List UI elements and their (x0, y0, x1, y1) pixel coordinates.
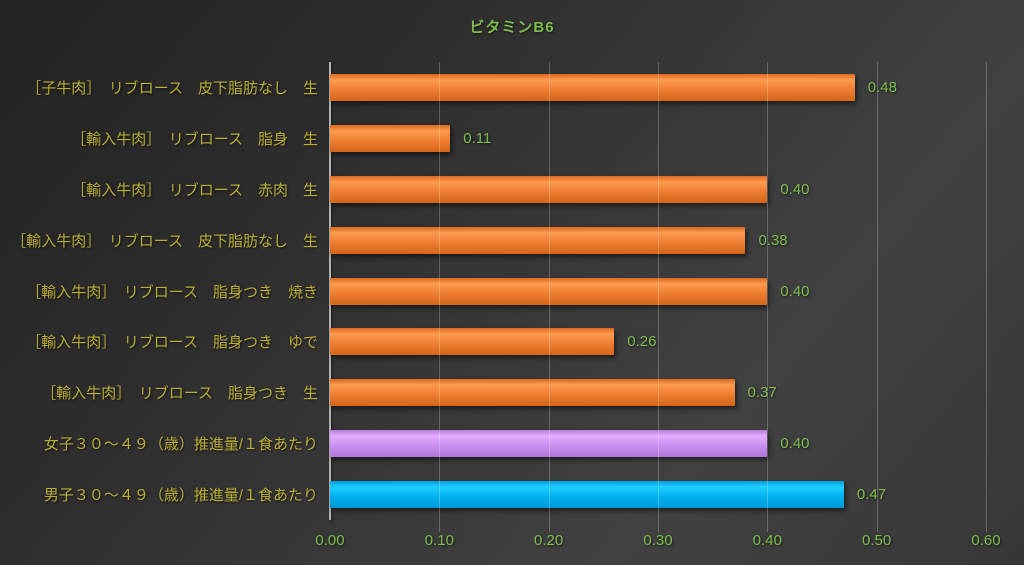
bar-value-label: 0.48 (867, 78, 897, 96)
bar-row: 0.37 (330, 367, 1010, 418)
category-label: 男子３０～４９（歳）推進量/１食あたり (43, 487, 318, 505)
category-label: ［輸入牛肉］ リブロース 脂身つき 焼き (26, 283, 318, 301)
bar-series: 0.48 0.11 0.40 0.38 0.40 0.26 0.37 0.40 0.47 (330, 62, 1010, 520)
category-label: 女子３０～４９（歳）推進量/１食あたり (43, 436, 318, 454)
x-tick-label: 0.20 (534, 532, 564, 549)
bar-row: 0.40 (330, 266, 1010, 317)
category-label: ［輸入牛肉］ リブロース 皮下脂肪なし 生 (11, 232, 318, 250)
gridline (658, 62, 659, 532)
bar-row: 0.38 (330, 215, 1010, 266)
gridline (439, 62, 441, 532)
bar-row: 0.48 (330, 62, 1010, 113)
gridline (767, 62, 769, 532)
x-axis-tick-labels: 0.00 0.10 0.20 0.30 0.40 0.50 0.60 (0, 532, 1024, 554)
gridline (548, 62, 550, 532)
plot-area: 0.48 0.11 0.40 0.38 0.40 0.26 0.37 0.40 0.47 (329, 62, 1010, 532)
bar-value-label: 0.38 (758, 231, 788, 249)
x-tick-label: 0.60 (971, 532, 1001, 549)
y-axis-category-labels: ［子牛肉］ リブロース 皮下脂肪なし 生 ［輸入牛肉］ リブロース 脂身 生 ［輸入… (0, 62, 318, 520)
x-tick-label: 0.50 (862, 532, 892, 549)
category-label: ［子牛肉］ リブロース 皮下脂肪なし 生 (26, 79, 318, 97)
bar-value-label: 0.37 (747, 384, 777, 402)
bar (330, 73, 855, 101)
x-tick-label: 0.30 (643, 532, 673, 549)
bar-row: 0.40 (330, 418, 1010, 469)
gridline (876, 62, 878, 532)
category-label: ［輸入牛肉］ リブロース 脂身つき ゆで (26, 334, 318, 352)
category-label: ［輸入牛肉］ リブロース 脂身つき 生 (41, 385, 318, 403)
bar-value-label: 0.40 (780, 435, 810, 453)
bar (330, 124, 451, 152)
bar-row: 0.11 (330, 113, 1010, 164)
bar (330, 175, 768, 203)
bar-row: 0.47 (330, 469, 1010, 520)
bar (330, 379, 735, 407)
bar-value-label: 0.26 (627, 333, 657, 351)
category-label: ［輸入牛肉］ リブロース 赤肉 生 (71, 181, 318, 199)
x-tick-label: 0.00 (315, 532, 345, 549)
bar-value-label: 0.47 (856, 486, 887, 504)
bar-value-label: 0.40 (780, 180, 810, 198)
bar (330, 430, 768, 458)
bar-row: 0.40 (330, 164, 1010, 215)
x-tick-label: 0.40 (752, 532, 782, 549)
x-tick-label: 0.10 (424, 532, 454, 549)
bar (330, 277, 768, 305)
chart-title: ビタミンB6 (469, 19, 555, 36)
category-label: ［輸入牛肉］ リブロース 脂身 生 (71, 130, 318, 148)
bar-value-label: 0.11 (463, 129, 492, 147)
bar (330, 481, 844, 509)
bar-row: 0.26 (330, 316, 1010, 367)
bar (330, 328, 615, 356)
bar (330, 226, 746, 254)
bar-value-label: 0.40 (780, 282, 810, 300)
gridline (986, 62, 987, 532)
